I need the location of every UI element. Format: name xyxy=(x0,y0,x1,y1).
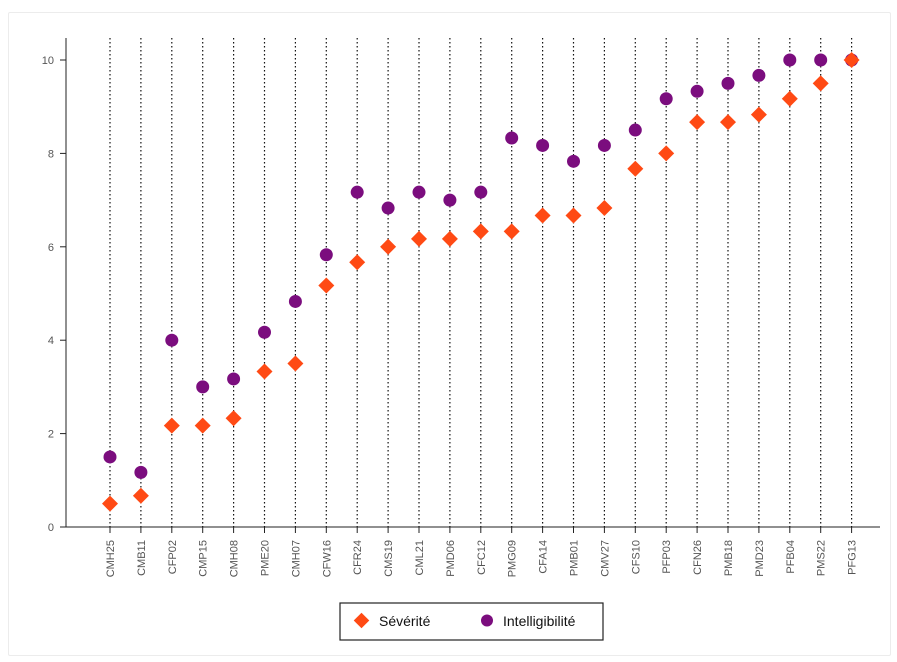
x-tick-label: CFW16 xyxy=(321,540,333,577)
x-tick-label: PFB04 xyxy=(785,540,797,574)
intelligibilite-point xyxy=(258,325,271,339)
severite-point xyxy=(534,207,551,224)
x-tick-label: CFN26 xyxy=(692,540,704,575)
x-tick-label: PMB18 xyxy=(723,540,735,576)
severite-point xyxy=(318,277,335,294)
severite-point xyxy=(596,200,613,217)
y-tick-label: 8 xyxy=(48,148,54,160)
intelligibilite-point xyxy=(536,138,550,152)
legend-box xyxy=(339,602,604,641)
severite-point xyxy=(781,90,798,107)
intelligibilite-point xyxy=(288,294,302,308)
intelligibilite-point xyxy=(196,380,210,394)
severite-point xyxy=(256,363,273,380)
severite-point xyxy=(843,52,860,68)
x-tick-label: CFR24 xyxy=(352,540,364,575)
y-tick-label: 6 xyxy=(48,242,54,254)
x-tick-label: PMD06 xyxy=(445,540,457,577)
severite-point xyxy=(225,410,242,427)
x-tick-label: CMB11 xyxy=(136,540,148,576)
x-tick-label: PMS22 xyxy=(816,540,828,576)
severite-point xyxy=(411,230,427,247)
intelligibilite-point xyxy=(227,372,241,386)
x-tick-label: CMH08 xyxy=(229,540,241,577)
axes: 0 2 4 6 8 10 CMH25 CMB11 CFP02 CMP15 CMH08 PME20 CMH… xyxy=(42,38,880,577)
severite-point xyxy=(194,417,211,434)
x-tick-label: PFG13 xyxy=(847,540,859,575)
x-tick-label: CFP02 xyxy=(167,540,179,574)
severite-point xyxy=(750,106,767,123)
severite-point xyxy=(720,114,736,131)
x-tick-label: PMD23 xyxy=(754,540,766,577)
legend-label-intelligibilite: Intelligibilité xyxy=(503,613,576,629)
x-tick-label: PMB01 xyxy=(569,540,581,576)
legend: Sévérité Intelligibilité xyxy=(339,602,604,641)
intelligibilite-point xyxy=(814,53,828,67)
data-marks xyxy=(102,52,860,512)
severite-point xyxy=(163,417,180,434)
intelligibilite-point xyxy=(628,123,642,137)
intelligibilite-point xyxy=(350,185,364,199)
intelligibilite-point xyxy=(783,53,797,67)
x-tick-label: PME20 xyxy=(260,540,272,576)
intelligibilite-point xyxy=(165,333,179,347)
severite-point xyxy=(287,355,304,372)
x-tick-label: PMG09 xyxy=(507,540,519,577)
y-tick-label: 0 xyxy=(48,522,54,534)
intelligibilite-point xyxy=(597,138,611,152)
intelligibilite-point xyxy=(505,131,519,145)
x-tick-label: CMS19 xyxy=(383,540,395,577)
severite-point xyxy=(441,230,458,247)
severite-point xyxy=(102,495,118,512)
intelligibilite-point xyxy=(134,465,148,479)
intelligibilite-point xyxy=(381,201,395,215)
x-tick-label: CFA14 xyxy=(538,540,550,574)
severite-point xyxy=(565,207,582,224)
intelligibilite-point xyxy=(474,185,488,199)
x-tick-label: CFS10 xyxy=(630,540,642,574)
intelligibilite-point xyxy=(103,450,117,464)
intelligibilite-point xyxy=(752,68,766,82)
severite-point xyxy=(380,238,397,255)
x-tick-label: CMH07 xyxy=(290,540,302,577)
legend-marker-intelligibilite xyxy=(481,614,493,627)
severite-point xyxy=(132,487,149,504)
intelligibilite-point xyxy=(659,92,673,106)
y-tick-label: 10 xyxy=(42,55,54,67)
severite-point xyxy=(812,75,829,92)
severite-point xyxy=(689,114,706,131)
severite-point xyxy=(658,145,675,162)
x-tick-label: CMV27 xyxy=(599,540,611,577)
severite-point xyxy=(472,223,489,240)
intelligibilite-point xyxy=(690,84,704,98)
severite-point xyxy=(349,254,366,271)
x-tick-label: CFC12 xyxy=(476,540,488,575)
grid-lines xyxy=(109,38,853,527)
y-tick-label: 2 xyxy=(48,429,54,441)
intelligibilite-point xyxy=(319,248,333,262)
severite-point xyxy=(627,160,644,177)
intelligibilite-point xyxy=(567,154,580,168)
x-tick-label: CMP15 xyxy=(198,540,210,577)
severite-point xyxy=(503,223,520,240)
legend-label-severite: Sévérité xyxy=(379,613,431,629)
x-tick-label: PFP03 xyxy=(661,540,673,574)
intelligibilite-point xyxy=(412,185,426,199)
x-tick-label: CMH25 xyxy=(105,540,117,577)
intelligibilite-point xyxy=(721,76,735,90)
intelligibilite-point xyxy=(443,193,457,207)
y-tick-label: 4 xyxy=(48,335,54,347)
x-tick-label: CML21 xyxy=(414,540,426,575)
